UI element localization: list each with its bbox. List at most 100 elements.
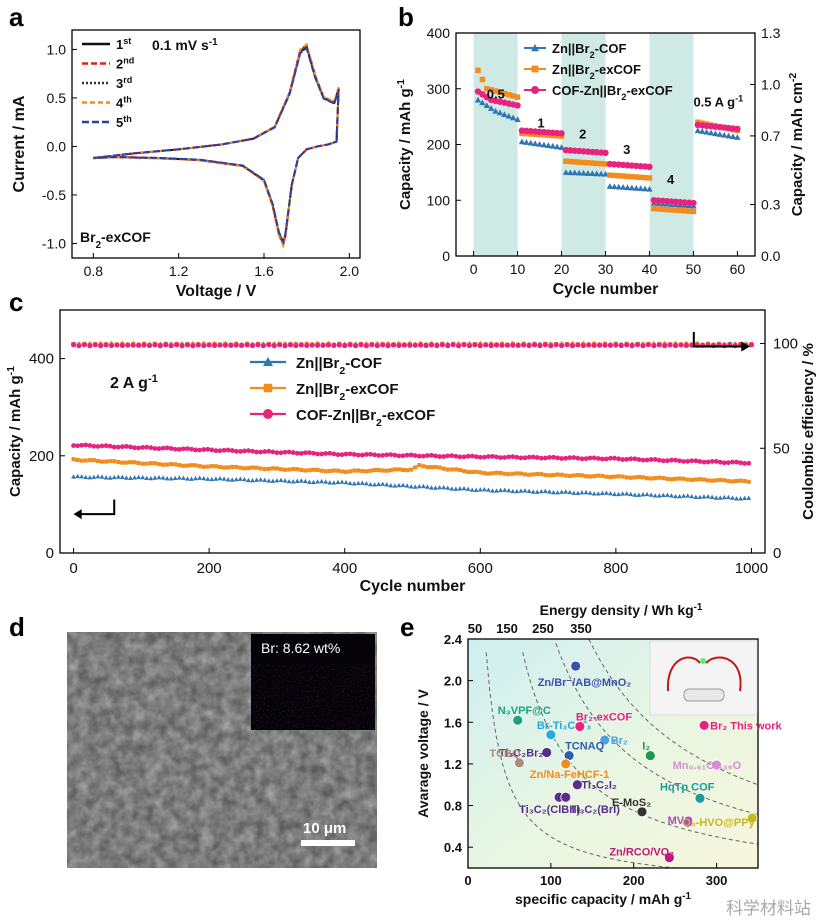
capacity-point bbox=[323, 479, 329, 484]
data-point bbox=[707, 129, 715, 136]
capacity-point bbox=[405, 468, 410, 473]
capacity-point bbox=[290, 450, 296, 455]
y-tick-label: 1.0 bbox=[47, 41, 67, 57]
capacity-point bbox=[327, 480, 333, 485]
capacity-point bbox=[429, 452, 434, 458]
capacity-point bbox=[616, 491, 621, 497]
capacity-point bbox=[282, 449, 288, 455]
data-point bbox=[681, 208, 688, 214]
capacity-point bbox=[453, 467, 458, 472]
capacity-point bbox=[180, 475, 186, 480]
sample-label: Br2-exCOF bbox=[80, 229, 151, 251]
efficiency-point bbox=[390, 342, 397, 348]
capacity-point bbox=[119, 444, 125, 450]
capacity-point bbox=[99, 443, 105, 449]
capacity-point bbox=[339, 479, 345, 484]
capacity-point bbox=[445, 467, 450, 472]
capacity-point bbox=[344, 469, 349, 474]
capacity-point bbox=[705, 459, 711, 465]
capacity-point bbox=[433, 464, 438, 470]
capacity-point bbox=[498, 455, 504, 461]
capacity-point bbox=[75, 457, 80, 463]
capacity-point bbox=[266, 448, 272, 454]
capacity-point bbox=[502, 455, 508, 460]
capacity-point bbox=[205, 464, 210, 469]
capacity-point bbox=[230, 464, 235, 469]
capacity-point bbox=[189, 446, 194, 452]
capacity-point bbox=[372, 467, 377, 473]
energy-contour bbox=[522, 652, 759, 845]
capacity-point bbox=[254, 477, 259, 482]
data-point bbox=[607, 172, 613, 178]
capacity-point bbox=[404, 452, 410, 458]
capacity-point bbox=[603, 490, 609, 495]
efficiency-point bbox=[521, 342, 527, 348]
capacity-point bbox=[653, 476, 658, 481]
capacity-point bbox=[649, 476, 654, 481]
data-point bbox=[664, 206, 670, 213]
capacity-point bbox=[347, 480, 353, 486]
capacity-point bbox=[730, 459, 735, 465]
capacity-point bbox=[420, 453, 426, 459]
capacity-point bbox=[213, 464, 218, 469]
capacity-point bbox=[335, 479, 341, 485]
data-point bbox=[570, 660, 582, 672]
data-point bbox=[694, 127, 702, 134]
capacity-point bbox=[473, 487, 479, 492]
data-point bbox=[606, 183, 614, 189]
efficiency-point bbox=[363, 343, 370, 349]
capacity-point bbox=[498, 470, 503, 476]
capacity-point bbox=[721, 494, 727, 500]
capacity-point bbox=[404, 483, 410, 488]
shaded-region bbox=[473, 33, 518, 256]
efficiency-point bbox=[602, 342, 608, 348]
efficiency-point bbox=[211, 342, 218, 349]
capacity-point bbox=[628, 475, 633, 480]
y-axis-label: Avarage voltage / V bbox=[415, 689, 431, 818]
efficiency-point bbox=[575, 342, 581, 348]
capacity-point bbox=[709, 494, 715, 500]
efficiency-point bbox=[423, 342, 429, 348]
capacity-point bbox=[437, 454, 443, 459]
capacity-point bbox=[278, 467, 284, 472]
y2-axis-label: Capacity / mAh cm-2 bbox=[787, 73, 806, 217]
capacity-point bbox=[538, 488, 544, 494]
capacity-point bbox=[441, 454, 447, 459]
capacity-point bbox=[522, 488, 528, 493]
efficiency-point bbox=[385, 343, 391, 349]
x-tick-label: 10 bbox=[510, 261, 526, 277]
legend-label: Zn||Br2-COF bbox=[552, 41, 627, 60]
data-point bbox=[509, 114, 517, 121]
capacity-point bbox=[99, 459, 105, 464]
data-point bbox=[540, 141, 548, 148]
right-arrow bbox=[692, 331, 745, 348]
scale-bar bbox=[301, 840, 355, 846]
legend-label: 4th bbox=[116, 95, 132, 111]
capacity-point bbox=[266, 466, 271, 471]
capacity-point bbox=[681, 476, 686, 481]
data-point bbox=[646, 163, 653, 170]
capacity-point bbox=[522, 455, 528, 461]
capacity-point bbox=[185, 446, 190, 452]
capacity-point bbox=[201, 464, 206, 469]
capacity-point bbox=[738, 478, 743, 483]
capacity-point bbox=[233, 476, 239, 482]
capacity-point bbox=[152, 461, 157, 466]
data-point bbox=[558, 130, 565, 137]
capacity-point bbox=[616, 456, 621, 462]
efficiency-point bbox=[564, 342, 570, 348]
capacity-point bbox=[148, 461, 153, 466]
capacity-point bbox=[425, 484, 430, 489]
capacity-point bbox=[441, 466, 446, 471]
capacity-point bbox=[685, 493, 691, 498]
capacity-point bbox=[347, 451, 353, 457]
capacity-point bbox=[677, 476, 682, 481]
capacity-point bbox=[298, 478, 304, 483]
capacity-point bbox=[148, 475, 154, 481]
capacity-point bbox=[608, 475, 613, 480]
data-point bbox=[523, 139, 530, 145]
capacity-point bbox=[274, 478, 280, 483]
capacity-point bbox=[632, 456, 638, 462]
y2-axis-label: Coulombic efficiency / % bbox=[800, 343, 817, 520]
efficiency-point bbox=[184, 342, 191, 348]
